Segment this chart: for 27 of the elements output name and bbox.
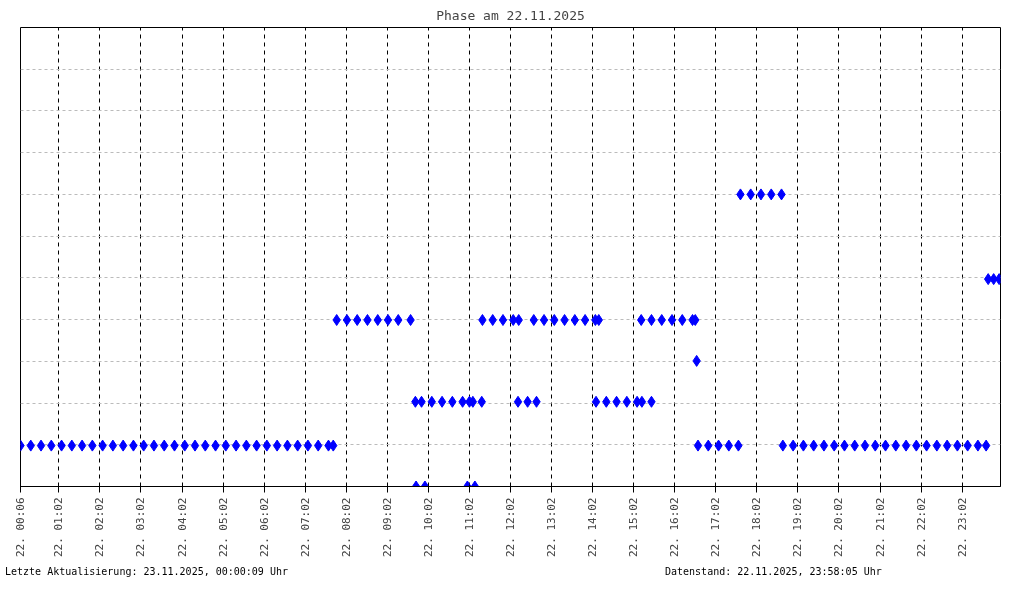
x-tick-label: 22. 20:02 <box>832 497 846 558</box>
text: Datenstand: 22.11.2025, 23:58:05 Uhr <box>665 565 882 579</box>
x-tick-label: 22. 22:02 <box>914 497 928 558</box>
x-tick-label: 22. 15:02 <box>627 497 641 558</box>
x-tick-label: 22. 17:02 <box>709 497 723 558</box>
x-tick-label: 22. 19:02 <box>791 497 805 558</box>
x-tick-label: 22. 23:02 <box>955 497 969 558</box>
x-tick-label: 22. 18:02 <box>750 497 764 558</box>
x-tick-label: 22. 10:02 <box>421 497 435 558</box>
x-tick-label: 22. 13:02 <box>545 497 559 558</box>
x-tick-label: 22. 04:02 <box>175 497 189 558</box>
x-tick-label: 22. 01:02 <box>52 497 66 558</box>
x-tick-label: 22. 08:02 <box>339 497 353 558</box>
x-tick-label: 22. 11:02 <box>462 497 476 558</box>
x-tick-label: 22. 02:02 <box>93 497 107 558</box>
chart-title: Phase am 22.11.2025 <box>436 7 585 23</box>
x-tick-label: 22. 21:02 <box>873 497 887 558</box>
x-tick-label: 22. 05:02 <box>216 497 230 558</box>
x-tick-label: 22. 00:06 <box>14 497 27 558</box>
x-tick-label: 22. 12:02 <box>504 497 517 558</box>
x-tick-label: 22. 07:02 <box>298 497 312 558</box>
x-tick-label: 22. 03:02 <box>134 497 148 558</box>
x-tick-label: 22. 09:02 <box>380 497 394 558</box>
x-tick-label: 22. 16:02 <box>668 497 682 558</box>
x-tick-label: 22. 14:02 <box>586 497 600 558</box>
x-tick-label: 22. 06:02 <box>257 497 271 558</box>
text: Letzte Aktualisierung: 23.11.2025, 00:00:09 Uhr <box>5 565 288 579</box>
